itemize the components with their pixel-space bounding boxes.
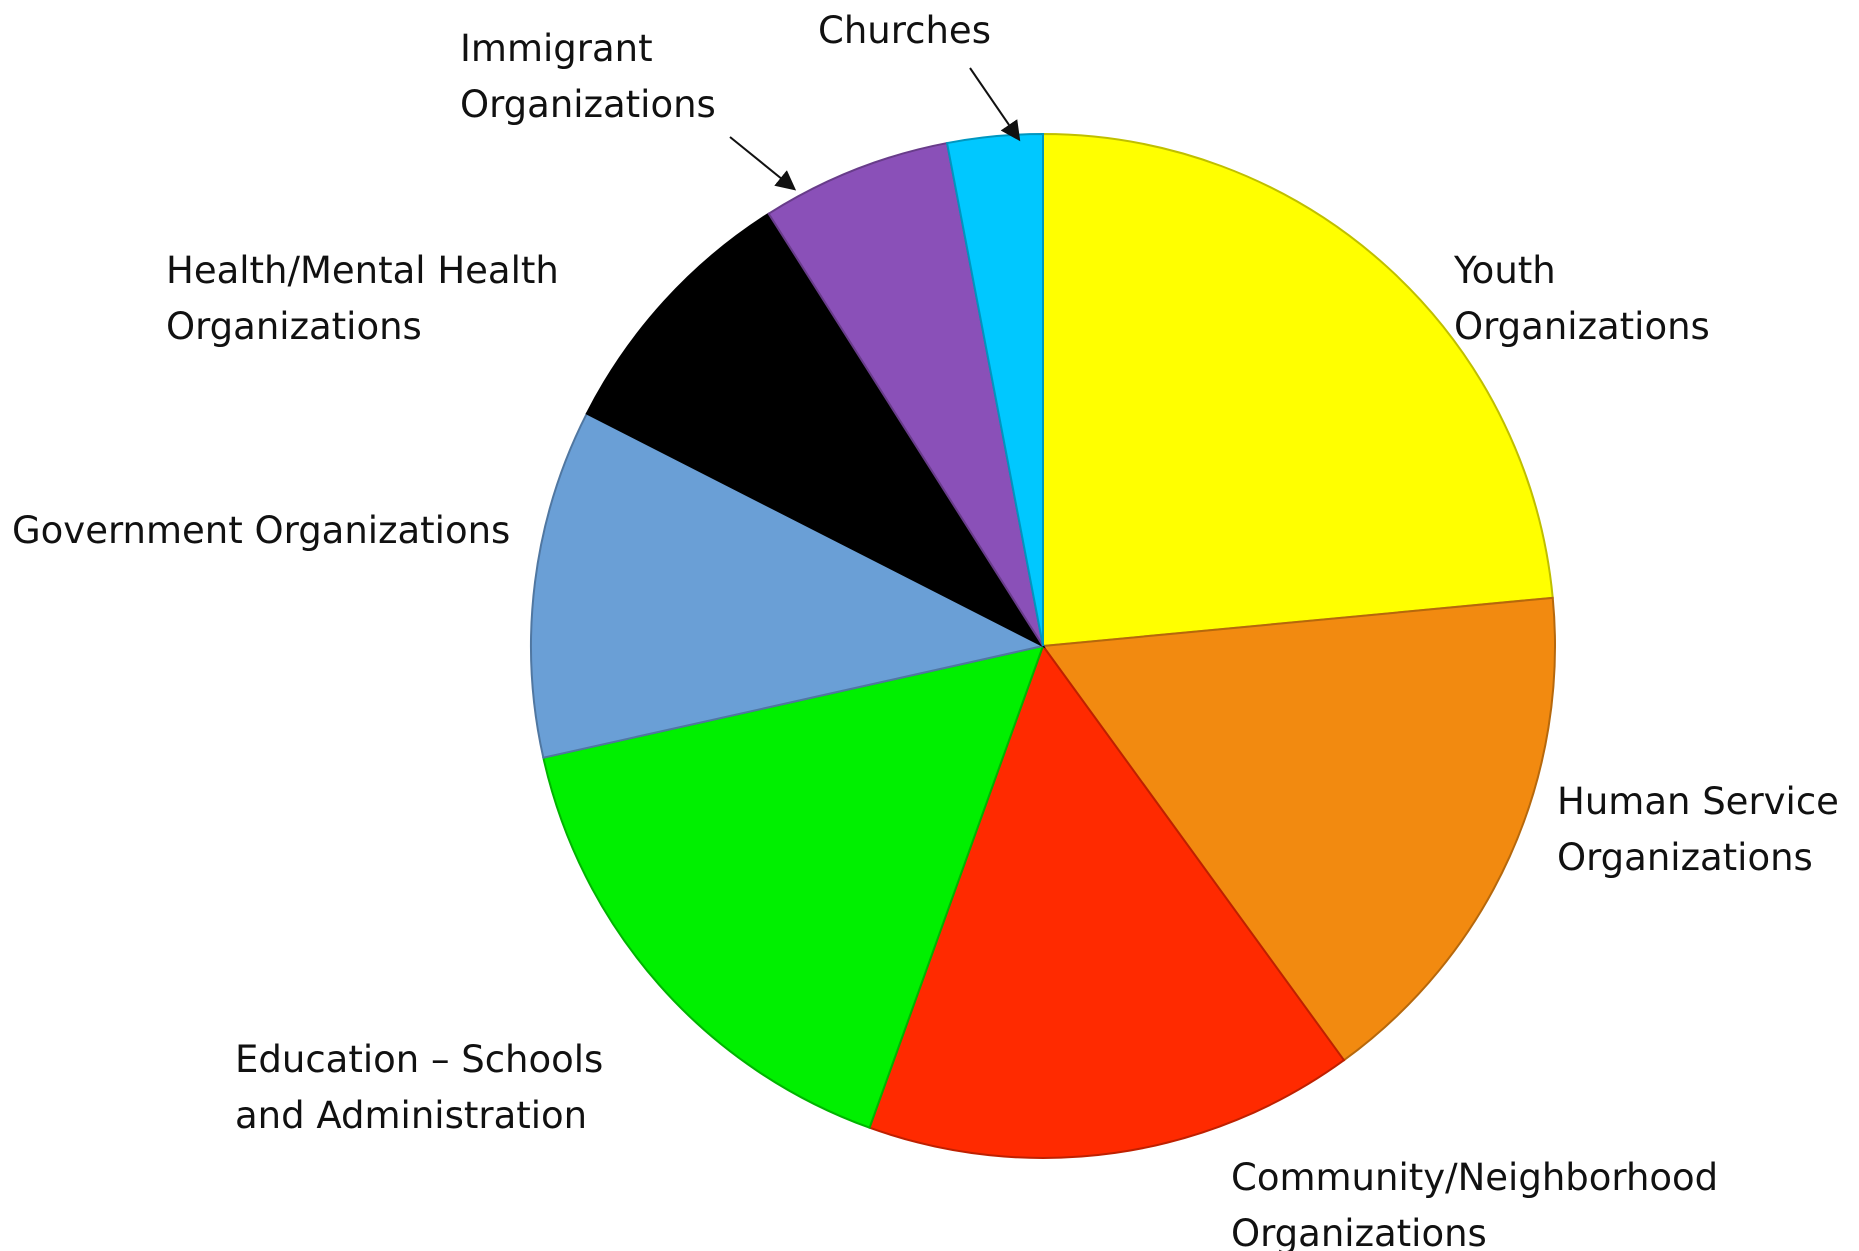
pie-slice-7 — [945, 132, 1044, 647]
slice-label-line: Education – Schools — [235, 1038, 603, 1081]
slice-label-5: Health/Mental Health Organizations — [166, 249, 559, 348]
slice-label-line: Health/Mental Health — [166, 249, 559, 292]
pie-slices — [529, 132, 1556, 1159]
slice-label-line: Organizations — [1231, 1212, 1487, 1251]
slice-label-line: Youth — [1453, 249, 1556, 292]
slice-label-2: Community/Neighborhood Organizations — [1231, 1156, 1718, 1251]
slice-label-line: Organizations — [1557, 836, 1813, 879]
pie-slice-0 — [1042, 132, 1554, 648]
label-arrow-6 — [729, 136, 797, 191]
pie-slice-3 — [542, 644, 1045, 1130]
slice-label-line: and Administration — [235, 1094, 587, 1137]
slice-label-1: Human Service Organizations — [1557, 780, 1839, 879]
slice-label-3: Education – Schools and Administration — [235, 1038, 603, 1137]
pie-slice-4 — [529, 412, 1046, 759]
label-arrow-7 — [969, 67, 1021, 142]
slice-label-line: Organizations — [460, 83, 716, 126]
slice-label-4: Government Organizations — [12, 509, 510, 552]
slice-label-line: Government Organizations — [12, 509, 510, 552]
slice-label-6: Immigrant Organizations — [460, 27, 716, 126]
slice-label-line: Organizations — [166, 305, 422, 348]
pie-slice-1 — [1041, 596, 1556, 1062]
slice-label-line: Human Service — [1557, 780, 1839, 823]
pie-slice-5 — [585, 212, 1046, 649]
slice-label-line: Community/Neighborhood — [1231, 1156, 1718, 1199]
slice-label-7: Churches — [818, 9, 991, 52]
pie-labels: Youth Organizations Human Service Organizat… — [12, 9, 1839, 1251]
pie-slice-2 — [868, 643, 1346, 1159]
slice-label-0: Youth Organizations — [1453, 249, 1710, 348]
slice-label-line: Churches — [818, 9, 991, 52]
pie-slice-6 — [767, 141, 1044, 647]
slice-label-line: Organizations — [1454, 305, 1710, 348]
slice-label-line: Immigrant — [460, 27, 653, 70]
